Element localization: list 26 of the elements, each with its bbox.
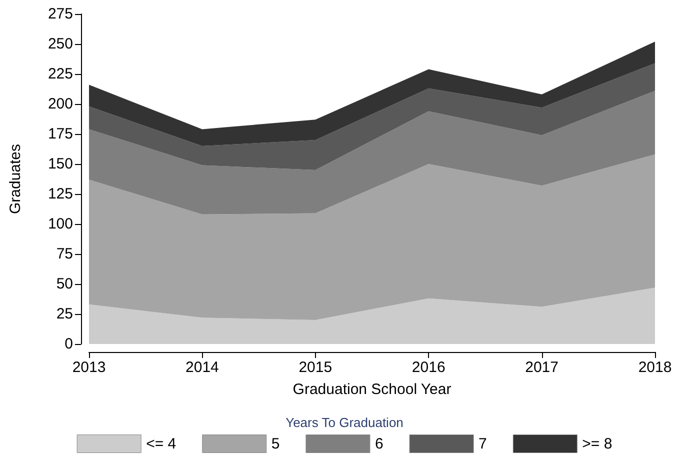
y-tick-label: 25 [56, 306, 73, 322]
y-tick-label: 175 [48, 126, 73, 142]
x-tick-label: 2018 [638, 359, 672, 376]
legend-label: <= 4 [146, 435, 176, 452]
y-tick-label: 0 [64, 336, 73, 352]
x-tick-label: 2014 [186, 359, 219, 376]
y-tick-label: 125 [48, 186, 73, 202]
legend-title: Years To Graduation [286, 415, 404, 430]
x-tick-label: 2015 [298, 359, 332, 376]
x-tick-label: 2013 [72, 359, 106, 376]
y-tick-label: 225 [48, 66, 73, 82]
y-tick-label: 100 [48, 216, 73, 232]
y-tick-label: 50 [56, 276, 73, 292]
y-tick-label: 250 [48, 36, 73, 52]
legend-label: 7 [478, 435, 487, 452]
y-tick-label: 200 [48, 96, 73, 112]
y-tick-label: 275 [48, 6, 73, 22]
legend-label: 5 [271, 435, 280, 452]
y-tick-label: 75 [56, 246, 73, 262]
legend-label: >= 8 [582, 435, 612, 452]
x-tick-label: 2017 [525, 359, 558, 376]
y-tick-label: 150 [48, 156, 73, 172]
x-axis-title: Graduation School Year [292, 381, 452, 398]
x-tick-label: 2016 [412, 359, 446, 376]
legend-label: 6 [374, 435, 384, 452]
y-axis-title: Graduates [7, 144, 24, 214]
